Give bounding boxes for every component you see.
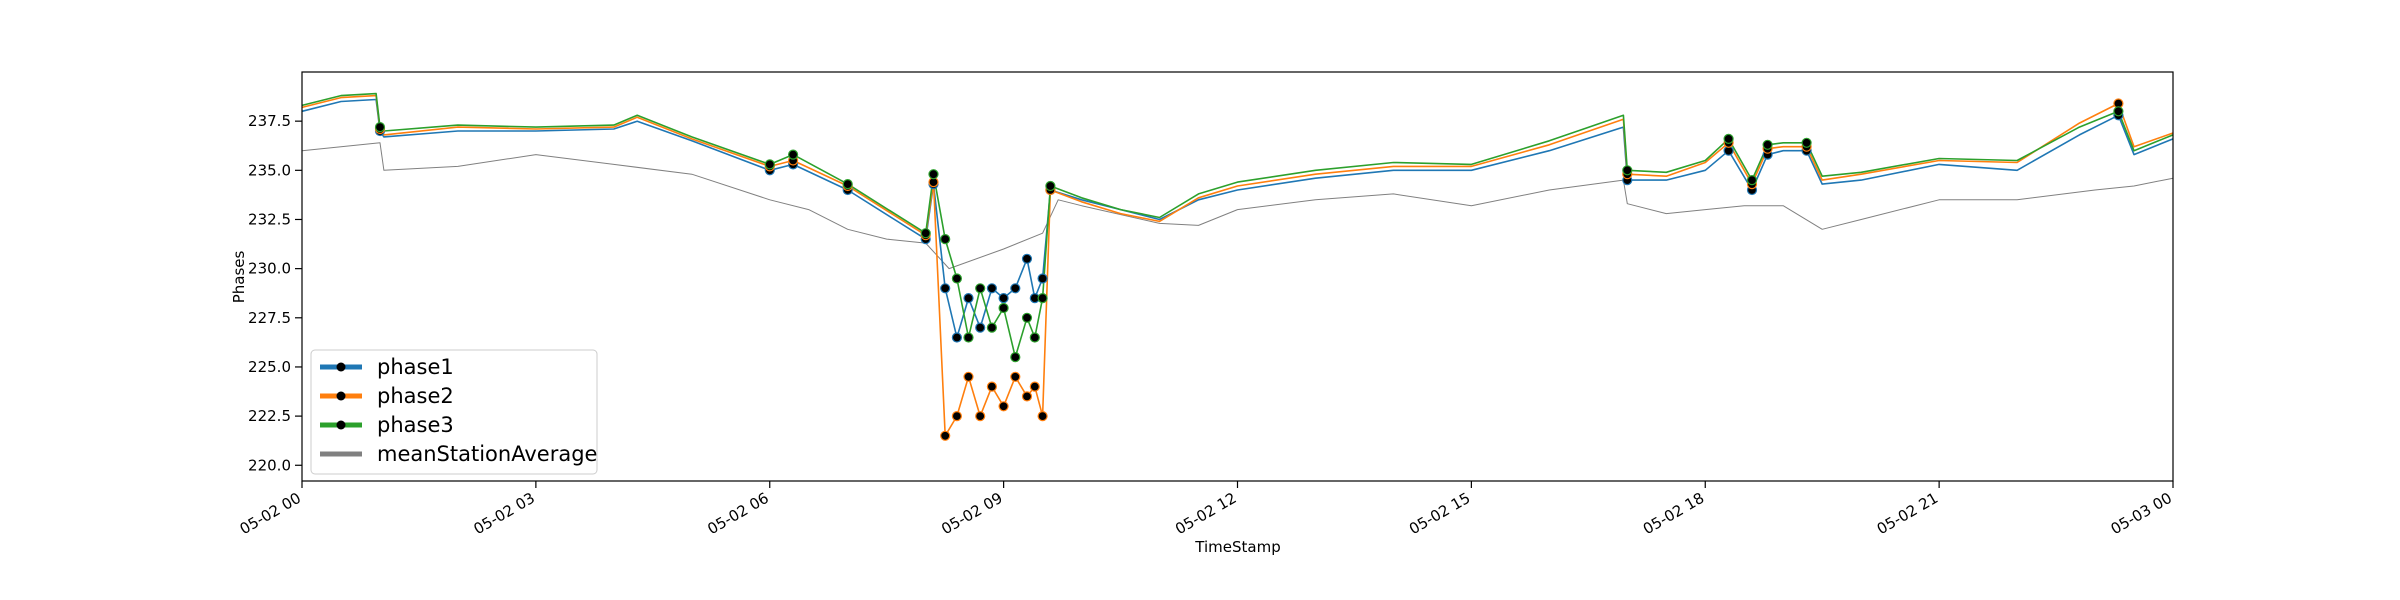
data-point-phase1 xyxy=(940,283,951,294)
data-point-phase3 xyxy=(1029,332,1040,343)
data-point-phase3 xyxy=(1801,137,1812,148)
data-point-phase3 xyxy=(1746,175,1758,186)
data-point-phase3 xyxy=(998,302,1009,314)
data-point-phase3 xyxy=(1723,133,1734,144)
data-point-phase1 xyxy=(1010,283,1021,294)
data-point-phase1 xyxy=(1037,273,1048,284)
y-tick-label: 230.0 xyxy=(248,260,291,278)
data-point-phase3 xyxy=(1622,165,1633,176)
data-point-phase2 xyxy=(1021,391,1033,402)
data-point-phase2 xyxy=(1037,411,1048,422)
legend: phase1 phase2 phase3 meanStationAverage xyxy=(310,349,598,475)
legend-label-meanStationAverage: meanStationAverage xyxy=(377,442,597,466)
data-point-phase1 xyxy=(1021,253,1033,264)
data-point-phase3 xyxy=(928,169,939,180)
y-tick-label: 222.5 xyxy=(248,407,291,425)
y-tick-label: 235.0 xyxy=(248,161,291,179)
data-point-phase2 xyxy=(998,401,1009,412)
data-point-phase3 xyxy=(1762,139,1773,150)
data-point-phase1 xyxy=(998,293,1009,304)
data-point-phase2 xyxy=(940,430,951,441)
data-point-phase2 xyxy=(963,371,974,382)
data-point-phase2 xyxy=(975,411,986,422)
data-point-phase1 xyxy=(963,293,974,304)
data-point-phase1 xyxy=(986,283,998,294)
legend-label-phase1: phase1 xyxy=(377,355,454,379)
legend-label-phase3: phase3 xyxy=(377,413,454,437)
data-point-phase3 xyxy=(1045,180,1056,192)
legend-box xyxy=(310,349,598,475)
y-tick-label: 220.0 xyxy=(248,456,291,474)
series-line-meanStationAverage xyxy=(301,142,2174,270)
legend-label-phase2: phase2 xyxy=(377,384,454,408)
y-tick-label: 225.0 xyxy=(248,358,291,376)
y-tick-label: 232.5 xyxy=(248,210,291,228)
y-axis: 220.0 222.5 225.0 227.5 230.0 232.5 235.0 237.5 xyxy=(248,112,302,474)
data-point-phase3 xyxy=(920,228,931,239)
legend-marker-phase2 xyxy=(336,391,346,401)
data-point-phase1 xyxy=(951,332,963,343)
data-point-phase3 xyxy=(842,179,853,190)
data-point-phase2 xyxy=(986,381,998,392)
data-point-phase3 xyxy=(2113,106,2124,117)
data-point-phase3 xyxy=(963,332,974,343)
legend-marker-phase1 xyxy=(336,362,346,372)
data-point-phase3 xyxy=(1010,352,1021,363)
data-point-phase3 xyxy=(986,322,998,333)
data-point-phase2 xyxy=(1010,371,1021,382)
y-tick-label: 227.5 xyxy=(248,309,291,327)
data-point-phase3 xyxy=(951,273,963,284)
data-point-phase2 xyxy=(1029,381,1040,392)
legend-marker-phase3 xyxy=(336,420,346,430)
data-point-phase3 xyxy=(940,234,951,245)
data-point-phase3 xyxy=(1021,312,1033,323)
data-point-phase3 xyxy=(787,149,799,160)
y-axis-label: Phases xyxy=(230,251,248,304)
y-tick-label: 237.5 xyxy=(248,112,291,130)
x-axis-label: TimeStamp xyxy=(1194,538,1280,556)
marker-layer xyxy=(374,98,2124,441)
data-point-phase1 xyxy=(975,322,986,333)
data-point-phase2 xyxy=(951,411,963,422)
data-point-phase3 xyxy=(374,121,386,133)
data-point-phase3 xyxy=(1037,293,1048,304)
data-point-phase3 xyxy=(975,283,986,294)
data-point-phase3 xyxy=(764,159,775,170)
